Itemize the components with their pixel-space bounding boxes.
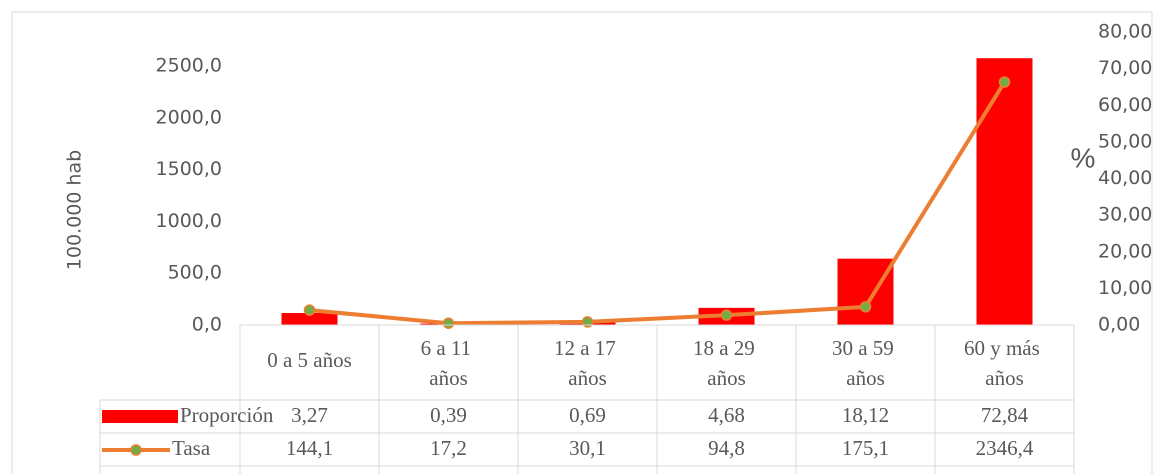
y2-tick-label: 50,00 — [1098, 130, 1152, 152]
y-tick-label: 2500,0 — [156, 55, 222, 77]
line-marker — [442, 317, 455, 329]
line-marker — [303, 304, 316, 316]
category-label: 30 a 59 años — [832, 336, 899, 390]
line — [309, 81, 1007, 326]
table-value: 0,69 — [569, 403, 606, 427]
table-value: 72,84 — [981, 403, 1029, 427]
table-value: 175,1 — [842, 436, 889, 460]
bar — [976, 58, 1033, 325]
y-tick-label: 500,0 — [168, 262, 222, 284]
table-value: 0,39 — [430, 403, 467, 427]
line-marker — [720, 309, 733, 321]
table-value: 18,12 — [842, 403, 889, 427]
bar — [281, 313, 338, 325]
y2-axis-label: % — [1071, 142, 1096, 173]
table-value: 17,2 — [430, 436, 467, 460]
y2-tick-label: 70,00 — [1098, 57, 1152, 79]
y2-tick-label: 0,00 — [1098, 314, 1140, 336]
category-label: 6 a 11 años — [421, 336, 477, 390]
y2-tick-label: 30,00 — [1098, 204, 1152, 226]
legend-label: Tasa — [172, 436, 211, 460]
y-tick-label: 1000,0 — [156, 210, 222, 232]
y-axis-label: 100.000 hab — [64, 150, 86, 270]
legend-swatch — [102, 410, 178, 423]
y-tick-label: 0,0 — [192, 314, 222, 336]
y2-tick-label: 60,00 — [1098, 94, 1152, 116]
table-value: 3,27 — [291, 403, 328, 427]
table-value: 94,8 — [708, 436, 745, 460]
y-tick-label: 1500,0 — [156, 158, 222, 180]
chart-border — [11, 11, 1153, 474]
y2-tick-label: 20,00 — [1098, 240, 1152, 262]
line-marker — [859, 301, 872, 313]
line-marker — [998, 76, 1011, 88]
y2-tick-label: 10,00 — [1098, 277, 1152, 299]
y2-tick-label: 40,00 — [1098, 167, 1152, 189]
line-marker — [581, 316, 594, 328]
table-value: 30,1 — [569, 436, 606, 460]
table-value: 2346,4 — [976, 436, 1034, 460]
table-value: 144,1 — [286, 436, 333, 460]
bar — [837, 258, 894, 325]
y-tick-label: 2000,0 — [156, 106, 222, 128]
legend-label: Proporción — [180, 403, 274, 427]
y2-tick-label: 80,00 — [1098, 21, 1152, 43]
table-value: 4,68 — [708, 403, 745, 427]
category-label: 0 a 5 años — [267, 348, 352, 372]
legend-marker — [130, 444, 142, 456]
category-label: 12 a 17 años — [554, 336, 621, 390]
category-label: 18 a 29 años — [693, 336, 760, 390]
category-label: 60 y más años — [964, 336, 1045, 390]
